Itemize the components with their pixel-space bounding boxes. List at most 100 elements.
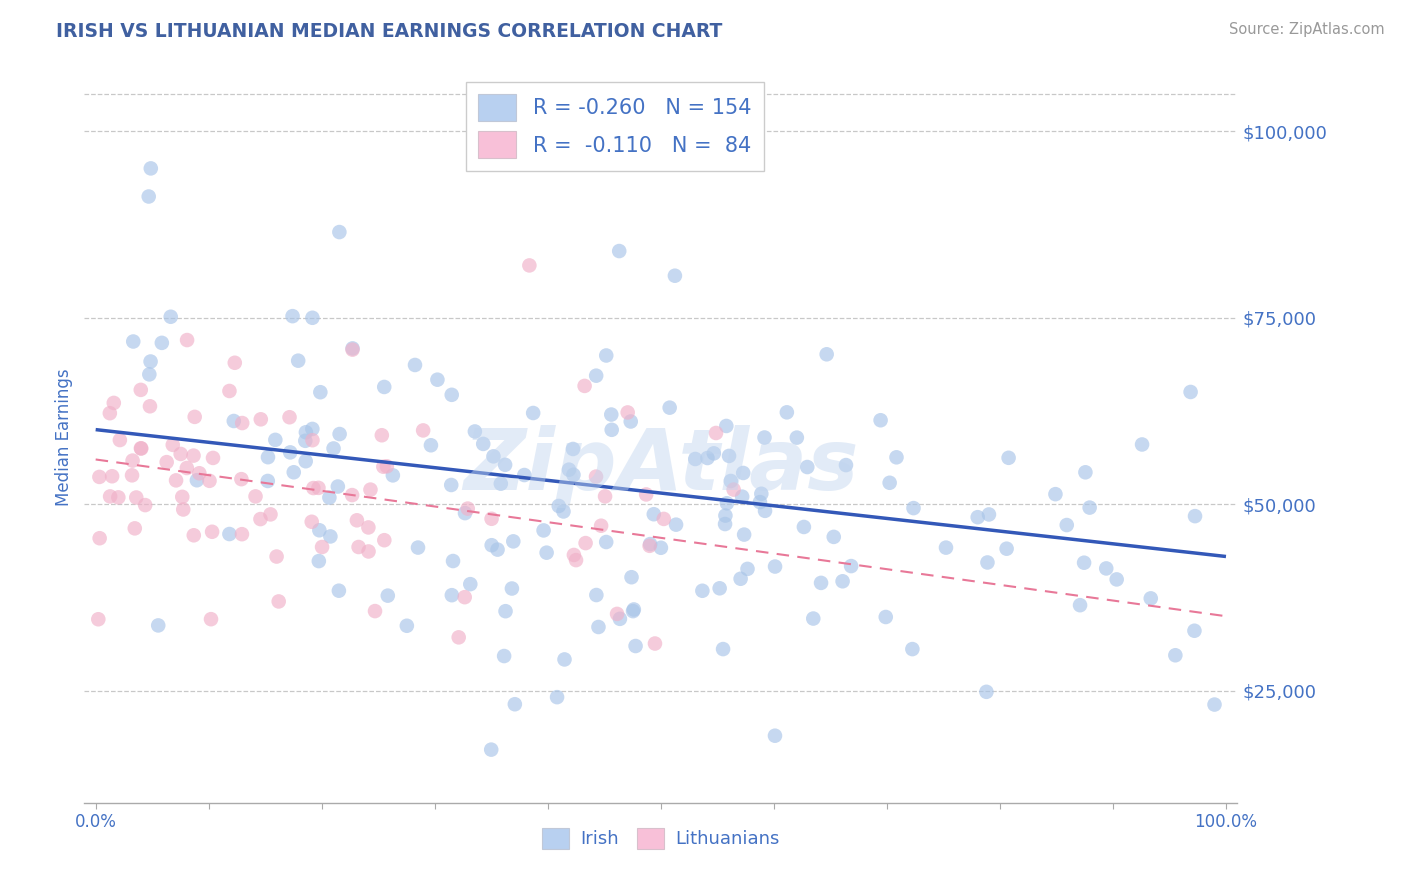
Point: [201, 450, 224, 465]
Point: [98, 406, 121, 420]
Point: [139, 399, 162, 413]
Point: [183, 449, 205, 463]
Point: [501, 582, 523, 596]
Point: [101, 469, 124, 483]
Point: [138, 368, 160, 382]
Point: [183, 528, 205, 542]
Point: [176, 333, 198, 347]
Point: [558, 463, 581, 477]
Point: [977, 508, 1000, 522]
Point: [481, 538, 503, 552]
Point: [600, 423, 623, 437]
Point: [495, 604, 517, 618]
Point: [301, 515, 323, 529]
Point: [139, 161, 162, 176]
Point: [665, 517, 688, 532]
Point: [395, 619, 418, 633]
Point: [730, 572, 752, 586]
Legend: Irish, Lithuanians: Irish, Lithuanians: [536, 821, 786, 856]
Point: [340, 488, 363, 502]
Point: [108, 433, 131, 447]
Point: [479, 742, 502, 756]
Point: [831, 574, 853, 589]
Point: [302, 481, 325, 495]
Point: [562, 548, 585, 562]
Point: [307, 481, 329, 495]
Point: [588, 620, 610, 634]
Point: [607, 244, 630, 258]
Point: [458, 577, 481, 591]
Point: [839, 559, 862, 574]
Point: [562, 442, 585, 456]
Point: [364, 604, 387, 618]
Point: [218, 384, 240, 398]
Point: [295, 425, 318, 440]
Point: [595, 535, 617, 549]
Point: [749, 495, 772, 509]
Point: [138, 189, 160, 203]
Point: [593, 489, 616, 503]
Point: [98, 490, 121, 504]
Point: [377, 589, 399, 603]
Y-axis label: Median Earnings: Median Earnings: [55, 368, 73, 506]
Point: [1056, 518, 1078, 533]
Point: [636, 487, 658, 501]
Point: [976, 685, 998, 699]
Point: [440, 388, 463, 402]
Point: [494, 648, 516, 663]
Point: [165, 474, 187, 488]
Point: [714, 508, 737, 523]
Point: [997, 450, 1019, 465]
Point: [454, 590, 477, 604]
Point: [170, 447, 193, 461]
Point: [259, 508, 281, 522]
Point: [222, 414, 245, 428]
Point: [519, 259, 541, 273]
Point: [565, 553, 588, 567]
Point: [381, 468, 404, 483]
Point: [624, 639, 647, 653]
Point: [737, 562, 759, 576]
Point: [406, 541, 429, 555]
Point: [966, 510, 988, 524]
Point: [1204, 698, 1226, 712]
Point: [1073, 556, 1095, 570]
Point: [264, 433, 287, 447]
Point: [685, 452, 707, 467]
Point: [643, 507, 665, 521]
Point: [620, 570, 643, 584]
Point: [257, 450, 280, 465]
Point: [638, 539, 661, 553]
Point: [716, 496, 738, 510]
Point: [796, 460, 818, 475]
Point: [464, 425, 486, 439]
Point: [1184, 509, 1206, 524]
Point: [134, 498, 156, 512]
Point: [547, 499, 569, 513]
Point: [793, 520, 815, 534]
Point: [1139, 591, 1161, 606]
Point: [308, 554, 330, 568]
Point: [156, 455, 179, 469]
Text: IRISH VS LITHUANIAN MEDIAN EARNINGS CORRELATION CHART: IRISH VS LITHUANIAN MEDIAN EARNINGS CORR…: [56, 22, 723, 41]
Point: [716, 419, 738, 434]
Point: [121, 453, 143, 467]
Point: [357, 520, 380, 534]
Point: [1095, 561, 1118, 575]
Point: [503, 697, 526, 711]
Point: [823, 530, 845, 544]
Point: [536, 546, 558, 560]
Point: [553, 504, 575, 518]
Point: [426, 373, 449, 387]
Point: [129, 383, 152, 397]
Point: [692, 583, 714, 598]
Point: [754, 430, 776, 444]
Point: [720, 474, 742, 488]
Point: [129, 442, 152, 456]
Point: [754, 504, 776, 518]
Point: [231, 527, 253, 541]
Point: [371, 428, 394, 442]
Point: [375, 459, 398, 474]
Point: [249, 412, 271, 426]
Point: [404, 358, 426, 372]
